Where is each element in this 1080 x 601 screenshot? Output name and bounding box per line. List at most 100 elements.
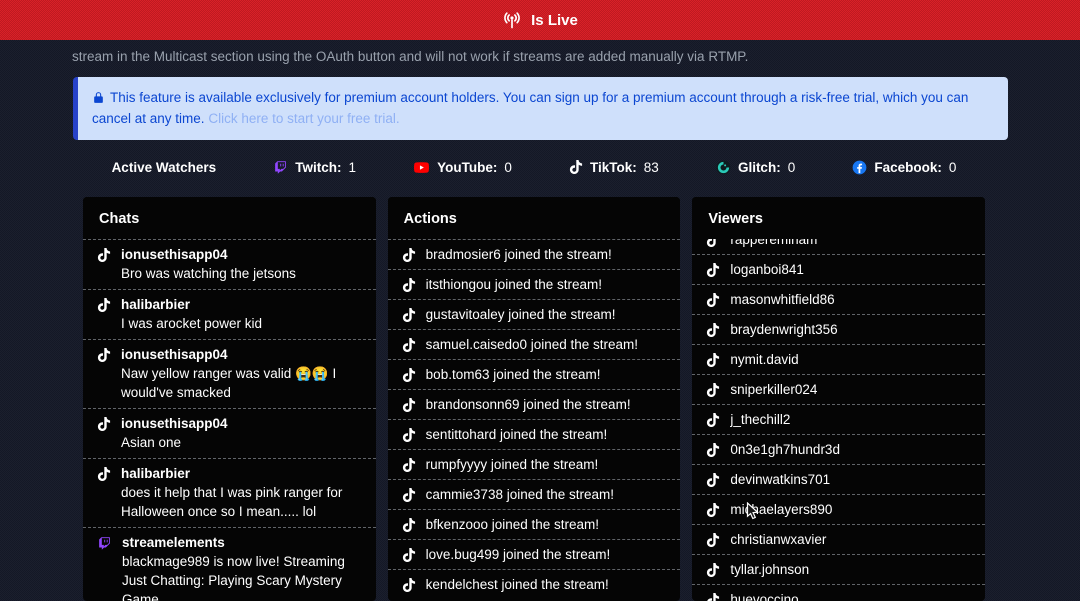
- viewer-row: christianwxavier: [692, 524, 986, 554]
- viewer-row: sniperkiller024: [692, 374, 986, 404]
- action-row: rumpfyyyy joined the stream!: [387, 449, 681, 479]
- tiktok-icon: [97, 348, 111, 363]
- chat-message-body: halibarbier does it help that I was pink …: [121, 464, 362, 521]
- stat-tiktok-label: TikTok:: [590, 159, 637, 175]
- facebook-icon: [852, 160, 867, 175]
- stat-tiktok-count: 83: [643, 159, 659, 175]
- action-row: gustavitoaley joined the stream!: [387, 299, 681, 329]
- panels-row: Chats ionusethisapp04 Bro was watching th…: [83, 197, 986, 601]
- viewer-username: sniperkiller024: [730, 382, 818, 398]
- chat-username: ionusethisapp04: [121, 247, 228, 263]
- twitch-icon: [273, 160, 288, 175]
- action-row: itsthiongou joined the stream!: [387, 269, 681, 299]
- tiktok-icon: [97, 467, 111, 482]
- action-text: bradmosier6 joined the stream!: [425, 247, 612, 263]
- chat-text: does it help that I was pink ranger for …: [121, 485, 343, 520]
- tiktok-icon: [706, 322, 720, 337]
- action-row: samuel.caisedo0 joined the stream!: [387, 329, 681, 359]
- viewer-row: huevoccino: [692, 584, 986, 601]
- action-row: brandonsonn69 joined the stream!: [387, 389, 681, 419]
- tiktok-icon: [706, 472, 720, 487]
- tiktok-icon: [706, 562, 720, 577]
- viewer-username: loganboi841: [730, 262, 804, 278]
- chat-message-row: ionusethisapp04 Asian one: [83, 408, 376, 458]
- chat-message-body: ionusethisapp04 Bro was watching the jets…: [121, 245, 296, 283]
- action-row: bob.tom63 joined the stream!: [387, 359, 681, 389]
- viewer-username: tyllar.johnson: [730, 562, 810, 578]
- viewers-list[interactable]: rappereminam loganboi841 masonwhitfield86 b…: [692, 239, 986, 601]
- tiktok-icon: [402, 427, 416, 442]
- tiktok-icon: [97, 248, 111, 263]
- stat-facebook: Facebook: 0: [852, 160, 956, 175]
- tiktok-icon: [402, 247, 416, 262]
- action-text: bfkenzooo joined the stream!: [425, 517, 600, 533]
- viewer-row: michaelayers890: [692, 494, 986, 524]
- chat-message-row: ionusethisapp04 Naw yellow ranger was val…: [83, 339, 376, 408]
- chat-username: streamelements: [122, 535, 225, 551]
- active-watchers-bar: Active Watchers Twitch: 1 YouTube: 0 TikTok:…: [83, 153, 985, 181]
- premium-alert: This feature is available exclusively fo…: [73, 76, 1008, 141]
- action-text: brandonsonn69 joined the stream!: [425, 397, 631, 413]
- tiktok-icon: [706, 502, 720, 517]
- action-row: love.bug499 joined the stream!: [387, 539, 681, 569]
- viewer-row: nymit.david: [692, 344, 986, 374]
- viewer-row: j_thechill2: [692, 404, 986, 434]
- actions-list[interactable]: bradmosier6 joined the stream! itsthiongo…: [387, 239, 681, 601]
- stat-youtube-count: 0: [504, 159, 512, 175]
- tiktok-icon: [97, 298, 111, 313]
- tiktok-icon: [706, 592, 720, 601]
- twitch-icon: [97, 536, 112, 551]
- tiktok-icon: [706, 412, 720, 427]
- stat-glitch-count: 0: [787, 159, 796, 175]
- chat-username: halibarbier: [121, 466, 191, 482]
- viewer-username: masonwhitfield86: [730, 292, 835, 308]
- action-row: cammie3738 joined the stream!: [387, 479, 681, 509]
- viewer-row: loganboi841: [692, 254, 986, 284]
- viewer-row: rappereminam: [692, 239, 985, 254]
- broadcast-icon: [502, 10, 522, 30]
- chat-text: I was arocket power kid: [121, 316, 263, 332]
- stat-twitch-label: Twitch:: [295, 159, 342, 175]
- viewer-username: devinwatkins701: [730, 472, 831, 488]
- viewer-username: braydenwright356: [730, 322, 838, 338]
- stat-glitch: Glitch: 0: [716, 160, 795, 175]
- action-text: gustavitoaley joined the stream!: [425, 307, 616, 323]
- notice-text: stream in the Multicast section using th…: [72, 49, 749, 64]
- tiktok-icon: [706, 532, 720, 547]
- youtube-icon: [413, 160, 430, 175]
- stat-twitch: Twitch: 1: [273, 160, 356, 175]
- active-watchers-label: Active Watchers: [111, 159, 217, 175]
- viewer-username: rappereminam: [730, 239, 818, 248]
- stat-twitch-count: 1: [348, 159, 356, 175]
- chats-list[interactable]: ionusethisapp04 Bro was watching the jets…: [83, 239, 376, 601]
- chat-text: Asian one: [121, 435, 182, 451]
- live-banner: Is Live: [0, 0, 1080, 40]
- viewer-username: michaelayers890: [730, 502, 833, 518]
- viewers-title: Viewers: [692, 197, 986, 240]
- tiktok-icon: [706, 442, 720, 457]
- viewer-row: 0n3e1gh7hundr3d: [692, 434, 986, 464]
- viewer-row: masonwhitfield86: [692, 284, 986, 314]
- action-text: kendelchest joined the stream!: [425, 577, 609, 593]
- action-row: bfkenzooo joined the stream!: [387, 509, 681, 539]
- free-trial-link[interactable]: Click here to start your free trial.: [208, 111, 400, 127]
- is-live-label: Is Live: [531, 11, 578, 29]
- viewer-username: 0n3e1gh7hundr3d: [730, 442, 840, 458]
- stat-glitch-label: Glitch:: [737, 159, 781, 175]
- action-row: kendelchest joined the stream!: [387, 569, 681, 599]
- chat-text: Bro was watching the jetsons: [121, 266, 296, 282]
- viewer-row: devinwatkins701: [692, 464, 986, 494]
- stat-tiktok: TikTok: 83: [569, 160, 659, 175]
- chat-message-row: halibarbier does it help that I was pink …: [83, 458, 376, 527]
- chat-message-body: ionusethisapp04 Naw yellow ranger was val…: [121, 345, 362, 402]
- action-text: rumpfyyyy joined the stream!: [425, 457, 599, 473]
- viewer-username: nymit.david: [730, 352, 799, 368]
- viewer-username: huevoccino: [730, 592, 799, 601]
- action-text: love.bug499 joined the stream!: [425, 547, 611, 563]
- tiktok-icon: [402, 577, 416, 592]
- viewer-row: tyllar.johnson: [692, 554, 986, 584]
- tiktok-icon: [706, 382, 720, 397]
- chats-panel: Chats ionusethisapp04 Bro was watching th…: [83, 197, 376, 601]
- chats-title: Chats: [83, 197, 376, 240]
- tiktok-icon: [402, 337, 416, 352]
